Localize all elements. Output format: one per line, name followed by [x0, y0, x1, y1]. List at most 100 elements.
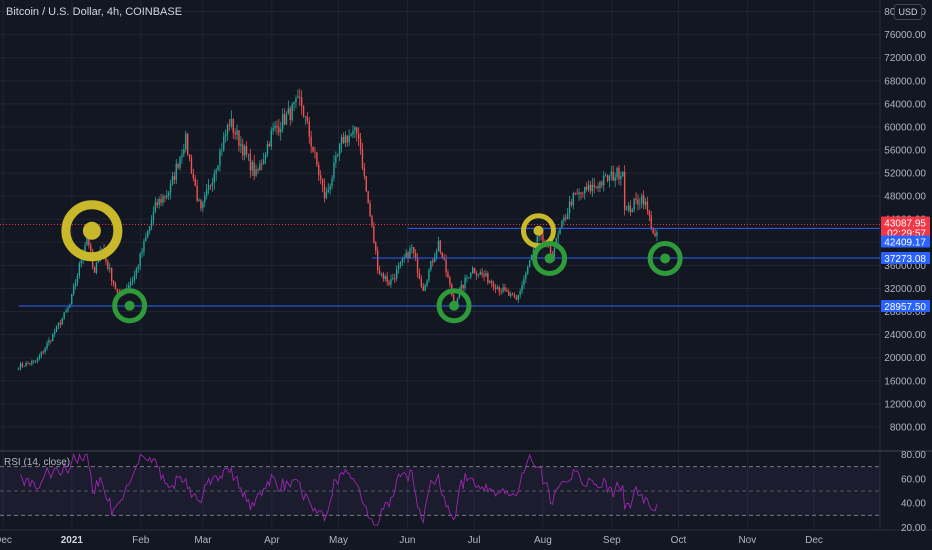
candle-body [78, 263, 81, 276]
candle-body [378, 270, 381, 275]
candle-body [521, 285, 523, 292]
rsi-axis-label: 80.00 [901, 450, 926, 461]
candle-body [513, 294, 516, 298]
candle-body [525, 273, 527, 279]
candle-body [584, 186, 586, 194]
level-tag-label-0: 42409.17 [884, 237, 926, 248]
candle-body [414, 252, 417, 259]
currency-button[interactable]: USD [894, 4, 922, 20]
candle-body [337, 154, 339, 156]
candle-body [375, 242, 377, 251]
candle-body [582, 193, 584, 195]
candle-body [247, 153, 250, 155]
candle-body [449, 277, 451, 285]
candle-body [399, 261, 402, 266]
candle-body [367, 191, 369, 204]
candle-body [264, 154, 267, 160]
price-axis-label: 52000.00 [884, 169, 926, 180]
candle-body [226, 124, 229, 135]
candle-body [424, 285, 426, 291]
candle-body [395, 269, 398, 279]
candle-body [498, 287, 500, 292]
candle-body [262, 159, 265, 165]
candle-body [190, 157, 193, 174]
candle-body [376, 250, 379, 271]
marker-circle-green-inner-4 [544, 253, 555, 264]
candle-body [622, 171, 624, 177]
candle-body [528, 260, 531, 268]
candle-body [76, 275, 79, 283]
time-axis-label: Feb [132, 535, 150, 546]
candle-body [228, 124, 231, 126]
price-axis-label: 8000.00 [890, 422, 927, 433]
price-axis-label: 12000.00 [884, 399, 926, 410]
candle-body [409, 248, 411, 259]
last-price-countdown: 02:29:57 [887, 228, 926, 239]
candle-body [413, 247, 415, 253]
candle-body [422, 286, 424, 291]
candle-body [576, 193, 578, 195]
candle-body [245, 146, 248, 154]
price-axis-label: 24000.00 [884, 330, 926, 341]
candle-body [185, 133, 187, 150]
candle-body [215, 170, 217, 174]
candle-body [19, 363, 22, 369]
candle-body [173, 176, 176, 180]
candle-body [489, 281, 491, 283]
candle-body [633, 198, 635, 210]
candle-body [627, 205, 630, 210]
candle-body [481, 272, 483, 275]
candle-body [635, 198, 637, 200]
candle-body [623, 171, 626, 210]
last-price-value: 43087.95 [884, 218, 926, 229]
candle-body [595, 186, 597, 188]
candle-body [46, 343, 48, 349]
marker-circle-green-inner-2 [449, 300, 460, 311]
candle-body [648, 210, 651, 216]
price-axis-label: 48000.00 [884, 192, 926, 203]
candle-body [310, 136, 312, 147]
candle-body [171, 176, 174, 184]
candle-body [492, 283, 495, 288]
candle-body [496, 287, 499, 290]
time-axis-label: Sep [603, 535, 621, 546]
candle-body [433, 257, 436, 263]
candle-body [553, 248, 556, 257]
candle-body [344, 135, 347, 143]
candle-body [160, 199, 162, 203]
candle-body [17, 368, 20, 370]
candle-body [361, 149, 364, 169]
candle-body [479, 272, 481, 275]
candle-body [641, 195, 643, 204]
candle-body [88, 236, 90, 245]
candle-body [116, 289, 119, 293]
candle-body [646, 201, 649, 211]
candle-body [196, 185, 198, 201]
time-axis-label: Dec [805, 535, 823, 546]
candle-body [319, 175, 322, 180]
candle-body [456, 298, 459, 304]
candle-body [65, 310, 67, 313]
candle-body [318, 164, 320, 176]
candle-body [314, 151, 316, 153]
candle-body [359, 138, 362, 150]
candle-body [21, 363, 24, 367]
candle-body [604, 175, 607, 177]
candle-body [95, 262, 98, 273]
candle-body [500, 291, 502, 293]
candle-body [460, 284, 462, 291]
candle-body [335, 155, 337, 163]
candle-body [471, 267, 474, 273]
candle-body [198, 200, 200, 201]
candle-body [181, 154, 183, 157]
candle-body [289, 108, 291, 120]
candle-body [527, 267, 529, 274]
candle-body [107, 261, 109, 269]
candle-body [470, 272, 472, 278]
candle-body [321, 179, 324, 186]
candle-body [420, 279, 423, 287]
candle-body [48, 340, 50, 344]
candle-body [234, 132, 236, 135]
rsi-axis-label: 20.00 [901, 523, 926, 534]
